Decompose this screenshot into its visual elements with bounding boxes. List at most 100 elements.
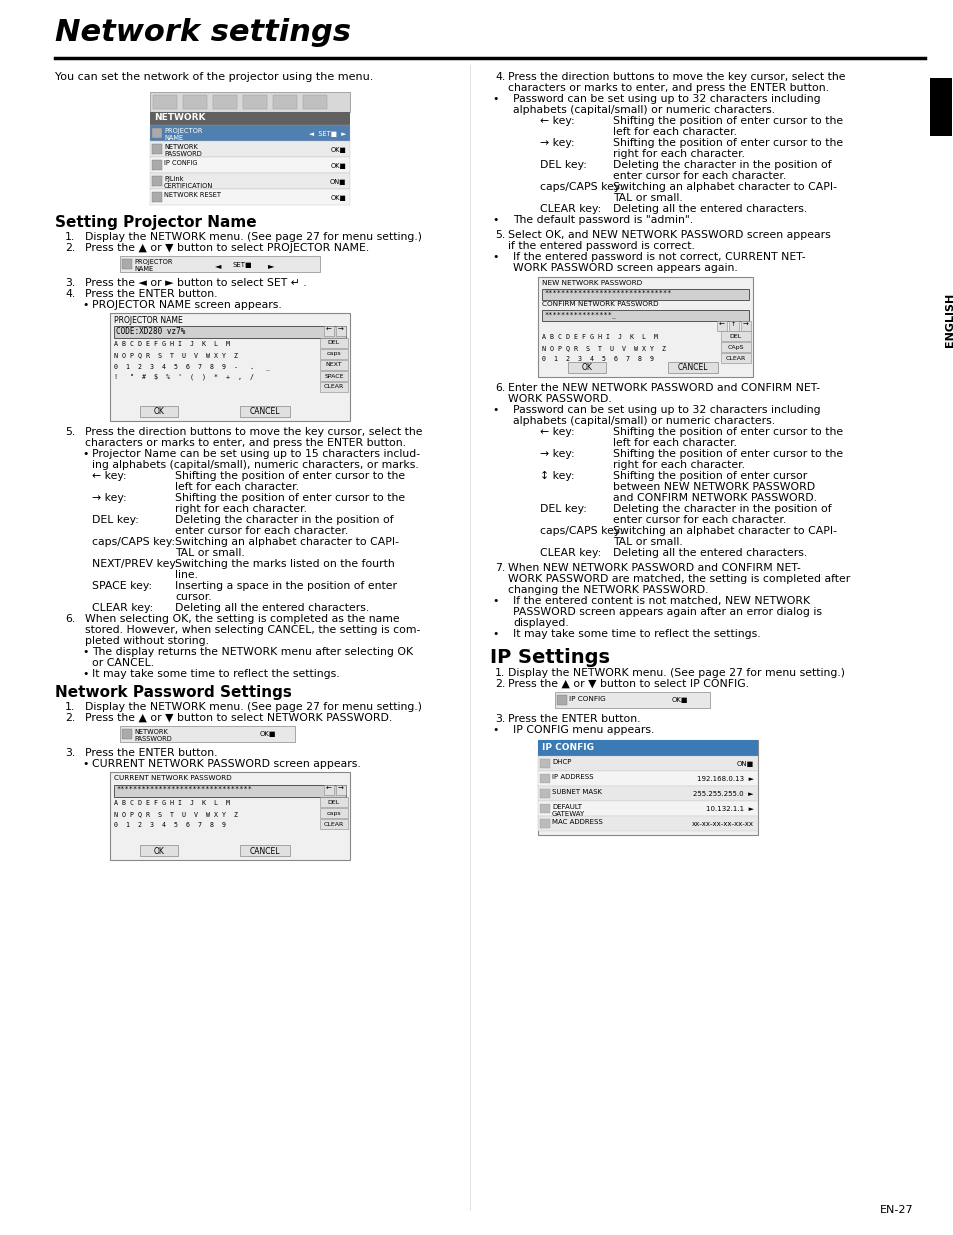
Text: ↑: ↑ [730,322,736,327]
Bar [150,125,350,141]
Text: TAL or small.: TAL or small. [174,548,245,558]
Text: if the entered password is correct.: if the entered password is correct. [507,241,694,251]
Text: ON■: ON■ [736,761,753,767]
Text: 3.: 3. [65,748,75,758]
Text: If the entered password is not correct, CURRENT NET-: If the entered password is not correct, … [513,252,804,262]
Text: OK: OK [153,408,164,416]
Text: •: • [82,647,89,657]
Text: →: → [337,327,343,333]
Text: IP CONFIG: IP CONFIG [568,697,605,701]
Bar [110,312,350,421]
Text: IP CONFIG menu appears.: IP CONFIG menu appears. [513,725,654,735]
Text: characters or marks to enter, and press the ENTER button.: characters or marks to enter, and press … [507,83,828,93]
Text: caps/CAPS key:: caps/CAPS key: [539,526,622,536]
Text: Shifting the position of enter cursor to the: Shifting the position of enter cursor to… [613,116,842,126]
Bar [555,692,709,708]
Text: ****************_: ****************_ [543,311,616,317]
Text: TAL or small.: TAL or small. [613,537,682,547]
Text: CURRENT NETWORK PASSWORD: CURRENT NETWORK PASSWORD [113,776,232,781]
Text: IP CONFIG: IP CONFIG [164,161,197,165]
Bar [150,173,350,189]
Text: •: • [492,725,497,735]
Text: IP CONFIG: IP CONFIG [541,743,594,752]
Bar [335,785,346,795]
Bar [240,406,290,417]
Text: line.: line. [174,571,198,580]
Bar [140,845,178,856]
Bar [541,289,748,300]
Bar [303,95,327,109]
Text: PROJECTOR NAME: PROJECTOR NAME [113,316,183,325]
Text: Switching an alphabet character to CAPI-: Switching an alphabet character to CAPI- [613,182,836,191]
Text: ENGLISH: ENGLISH [944,293,953,347]
Text: •: • [82,450,89,459]
Text: CURRENT NETWORK PASSWORD screen appears.: CURRENT NETWORK PASSWORD screen appears. [91,760,360,769]
Text: If the entered content is not matched, NEW NETWORK: If the entered content is not matched, N… [513,597,809,606]
Bar [113,785,346,797]
Bar [539,804,550,813]
Bar [720,353,750,363]
Text: Press the ▲ or ▼ button to select NETWORK PASSWORD.: Press the ▲ or ▼ button to select NETWOR… [85,713,392,722]
Text: OK■: OK■ [260,731,276,737]
Bar [183,95,207,109]
Text: 0  1  2  3  4  5  6  7  8  9: 0 1 2 3 4 5 6 7 8 9 [541,356,654,362]
Text: Shifting the position of enter cursor: Shifting the position of enter cursor [613,471,806,480]
Text: PROJECTOR
NAME: PROJECTOR NAME [133,259,172,272]
Text: •: • [492,215,497,225]
Text: ↕ key:: ↕ key: [539,471,574,482]
Text: ►: ► [268,261,274,270]
Text: Shifting the position of enter cursor to the: Shifting the position of enter cursor to… [613,427,842,437]
Text: 6.: 6. [65,614,75,624]
Text: DHCP: DHCP [552,760,571,764]
Bar [273,95,296,109]
Text: MAC ADDRESS: MAC ADDRESS [552,819,602,825]
Text: •: • [492,405,497,415]
Text: characters or marks to enter, and press the ENTER button.: characters or marks to enter, and press … [85,438,406,448]
Text: CLEAR: CLEAR [323,384,344,389]
Bar [152,161,162,170]
Text: You can set the network of the projector using the menu.: You can set the network of the projector… [55,72,373,82]
Text: Press the direction buttons to move the key cursor, select the: Press the direction buttons to move the … [507,72,844,82]
Text: 2.: 2. [65,713,75,722]
Text: stored. However, when selecting CANCEL, the setting is com-: stored. However, when selecting CANCEL, … [85,625,420,635]
Text: Switching an alphabet character to CAPI-: Switching an alphabet character to CAPI- [613,526,836,536]
Text: Switching an alphabet character to CAPI-: Switching an alphabet character to CAPI- [174,537,398,547]
Text: WORK PASSWORD screen appears again.: WORK PASSWORD screen appears again. [513,263,737,273]
Text: Enter the NEW NETWORK PASSWORD and CONFIRM NET-: Enter the NEW NETWORK PASSWORD and CONFI… [507,383,820,393]
Text: Deleting all the entered characters.: Deleting all the entered characters. [613,548,806,558]
Text: Press the ENTER button.: Press the ENTER button. [85,289,217,299]
Text: !   "  #  $  %  '  (  )  *  +  ,  /: ! " # $ % ' ( ) * + , / [113,374,253,380]
Bar [152,191,162,203]
Text: Display the NETWORK menu. (See page 27 for menu setting.): Display the NETWORK menu. (See page 27 f… [507,668,844,678]
Text: •: • [82,760,89,769]
Text: NEXT/PREV key:: NEXT/PREV key: [91,559,178,569]
Bar [720,342,750,352]
Bar [537,740,758,835]
Text: → key:: → key: [539,450,574,459]
Text: Deleting all the entered characters.: Deleting all the entered characters. [174,603,369,613]
Text: ← key:: ← key: [539,427,574,437]
Text: NETWORK RESET: NETWORK RESET [164,191,221,198]
Text: PASSWORD screen appears again after an error dialog is: PASSWORD screen appears again after an e… [513,606,821,618]
Bar [537,785,758,802]
Text: •: • [82,300,89,310]
Text: Network settings: Network settings [55,19,351,47]
Text: •: • [492,252,497,262]
Text: DEL key:: DEL key: [539,161,586,170]
Text: alphabets (capital/small) or numeric characters.: alphabets (capital/small) or numeric cha… [513,416,774,426]
Text: N O P Q R  S  T  U  V  W X Y  Z: N O P Q R S T U V W X Y Z [113,811,237,818]
Text: OK: OK [153,846,164,856]
Text: ←: ← [326,327,332,333]
Text: A B C D E F G H I  J  K  L  M: A B C D E F G H I J K L M [113,341,230,347]
Text: Network Password Settings: Network Password Settings [55,685,292,700]
Bar [319,370,348,382]
Text: N O P Q R  S  T  U  V  W X Y  Z: N O P Q R S T U V W X Y Z [113,352,237,358]
Text: Projector Name can be set using up to 15 characters includ-: Projector Name can be set using up to 15… [91,450,419,459]
Text: displayed.: displayed. [513,618,568,629]
Text: The display returns the NETWORK menu after selecting OK: The display returns the NETWORK menu aft… [91,647,413,657]
Bar [152,177,162,186]
Text: ON■: ON■ [330,179,346,185]
Bar [120,256,319,272]
Text: OK■: OK■ [330,195,346,201]
Text: 4.: 4. [65,289,75,299]
